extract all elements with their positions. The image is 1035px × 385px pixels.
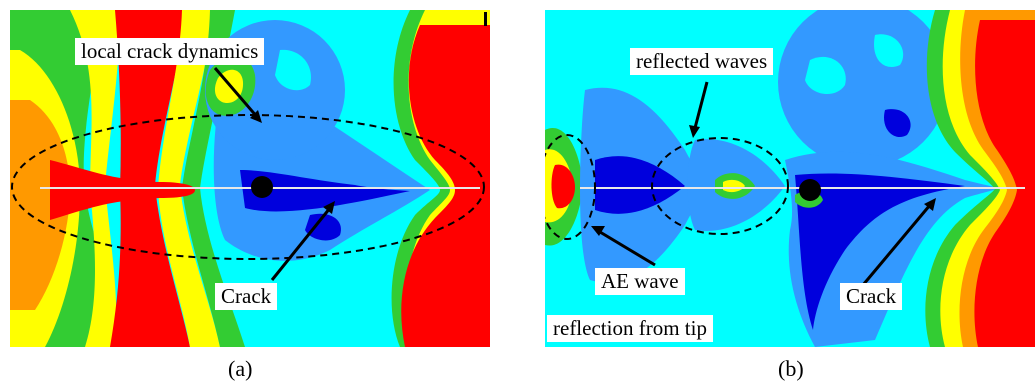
- arrow-to-tip: [599, 230, 656, 267]
- right-red-lobe: [974, 20, 1035, 347]
- label-crack-a: Crack: [215, 283, 278, 310]
- arrow-to-reflected-waves: [693, 81, 709, 129]
- tip-reflection-ellipse: [545, 134, 596, 240]
- label-local-crack-dynamics: local crack dynamics: [75, 38, 265, 65]
- label-ae-wave: AE wave: [595, 268, 685, 295]
- reflected-waves-ellipse: [651, 137, 789, 235]
- label-crack-b: Crack: [840, 283, 903, 310]
- arrow-to-tip-head: [591, 226, 605, 236]
- label-reflection-from-tip: reflection from tip: [547, 315, 713, 342]
- panel-b-contour-svg: [545, 10, 1035, 347]
- red-column: [110, 10, 190, 347]
- circle-cyan-patch-1: [805, 56, 846, 95]
- arrow-to-crack: [861, 204, 932, 286]
- left-orange-band: [10, 100, 70, 310]
- arrow-to-crack: [270, 207, 332, 281]
- panel-b-contour-plot: reflected waves AE wave reflection from …: [545, 10, 1035, 347]
- left-blue-lobe: [595, 156, 685, 214]
- blue-crack-zone: [240, 170, 410, 212]
- blue-patch-1: [305, 213, 341, 241]
- green-column: [182, 10, 245, 347]
- panel-a-contour-plot: local crack dynamics Crack: [10, 10, 490, 347]
- circle-cyan-patch-2: [874, 34, 904, 67]
- caption-b: (b): [778, 356, 804, 381]
- arrow-to-ellipse-head: [250, 110, 262, 123]
- arrow-to-reflected-waves-head: [689, 125, 700, 138]
- mid-yellow-spot: [723, 179, 745, 193]
- sensor-dot: [799, 179, 821, 201]
- arrow-to-crack-head: [323, 201, 335, 214]
- yellow-column: [158, 10, 220, 347]
- arrow-to-crack-head: [924, 198, 936, 211]
- right-blue-wedge: [795, 173, 965, 330]
- circle-blue-patch: [884, 109, 911, 138]
- left-red-blob: [551, 164, 575, 209]
- caption-a: (a): [228, 356, 253, 381]
- arrow-to-ellipse: [213, 67, 260, 119]
- sensor-dot: [251, 176, 273, 198]
- red-tongue: [50, 160, 195, 220]
- panel-a-contour-svg: [10, 10, 490, 347]
- circle-cyan-patch: [275, 49, 311, 91]
- right-red-lobe: [401, 25, 490, 347]
- local-dynamics-ellipse: [11, 114, 485, 260]
- tick-mark: [484, 12, 487, 26]
- label-reflected-waves: reflected waves: [630, 48, 774, 75]
